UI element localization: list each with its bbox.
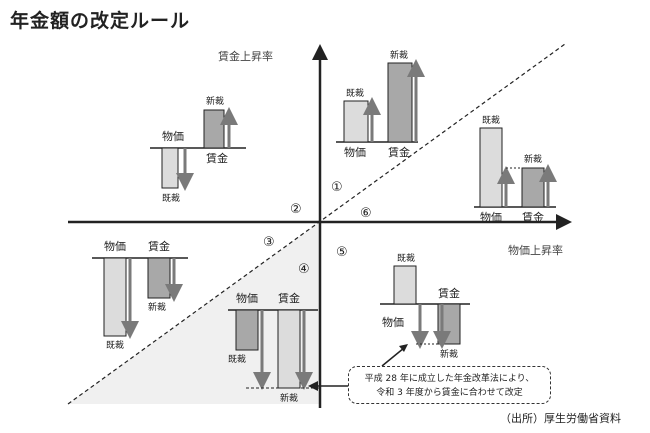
- price-label: 物価: [382, 315, 404, 329]
- note-pointer-arrow: [381, 347, 405, 367]
- price-label: 物価: [162, 129, 184, 143]
- price-label: 物価: [344, 145, 366, 159]
- wage-label: 賃金: [438, 286, 460, 300]
- wage-label: 賃金: [388, 145, 410, 159]
- new-award-label: 新裁: [280, 392, 298, 404]
- wage-label: 賃金: [148, 239, 170, 253]
- existing-award-label: 既裁: [346, 87, 364, 99]
- zone-6-label: ⑥: [360, 206, 372, 221]
- zone-2-label: ②: [290, 202, 302, 217]
- source-caption: （出所）厚生労働省資料: [500, 412, 621, 425]
- x-axis-arrowhead: [556, 214, 572, 230]
- wage-label: 賃金: [206, 151, 228, 165]
- wage-label: 賃金: [522, 210, 544, 224]
- page-title: 年金額の改定ルール: [10, 10, 191, 32]
- existing-award-label: 既裁: [482, 114, 500, 126]
- price-label: 物価: [480, 210, 502, 224]
- wage-bar: [277, 309, 301, 389]
- price-bar: [479, 127, 503, 208]
- note-line-1: 平成 28 年に成立した年金改革法により、: [364, 374, 535, 384]
- zone-3-label: ③: [263, 235, 275, 250]
- existing-award-label: 既裁: [162, 192, 180, 204]
- zone-6-figure: 既裁 新裁 物価 賃金: [474, 114, 557, 224]
- y-axis-label: 賃金上昇率: [218, 49, 273, 63]
- existing-award-label: 既裁: [228, 353, 246, 365]
- new-award-label: 新裁: [524, 153, 542, 165]
- wage-bar: [521, 167, 545, 208]
- price-bar: [161, 147, 179, 189]
- wage-bar: [147, 257, 171, 299]
- diagonal-dashed-line: [67, 43, 566, 405]
- new-award-label: 新裁: [206, 95, 224, 107]
- price-bar: [343, 100, 369, 143]
- x-axis-label: 物価上昇率: [508, 243, 563, 257]
- zone-5-figure: 既裁 賃金 物価 新裁: [380, 252, 470, 360]
- price-label: 物価: [236, 291, 258, 305]
- price-label: 物価: [104, 239, 126, 253]
- note-line-2: 令和 3 年度から賃金に合わせて改定: [376, 388, 523, 398]
- zone-4-label: ④: [298, 262, 310, 277]
- price-bar: [235, 309, 259, 351]
- zone-2-figure: 物価 賃金 新裁 既裁: [150, 95, 246, 204]
- zone-4-figure: 物価 賃金 既裁 新裁: [228, 291, 320, 404]
- wage-bar: [387, 62, 413, 143]
- price-bar: [103, 257, 127, 337]
- zone-1-figure: 既裁 新裁 物価 賃金: [336, 49, 425, 159]
- zone-5-label: ⑤: [336, 245, 348, 260]
- new-award-label: 新裁: [148, 301, 166, 313]
- existing-award-label: 既裁: [106, 339, 124, 351]
- note-box: 平成 28 年に成立した年金改革法により、 令和 3 年度から賃金に合わせて改定: [348, 366, 551, 404]
- existing-award-label: 既裁: [397, 252, 415, 264]
- wage-bar: [203, 109, 225, 149]
- price-bar: [393, 265, 417, 305]
- y-axis-arrowhead: [312, 44, 328, 60]
- wage-label: 賃金: [278, 291, 300, 305]
- zone-1-label: ①: [331, 180, 343, 195]
- new-award-label: 新裁: [440, 348, 458, 360]
- zone-3-figure: 物価 賃金 新裁 既裁: [92, 239, 188, 351]
- new-award-label: 新裁: [390, 49, 408, 61]
